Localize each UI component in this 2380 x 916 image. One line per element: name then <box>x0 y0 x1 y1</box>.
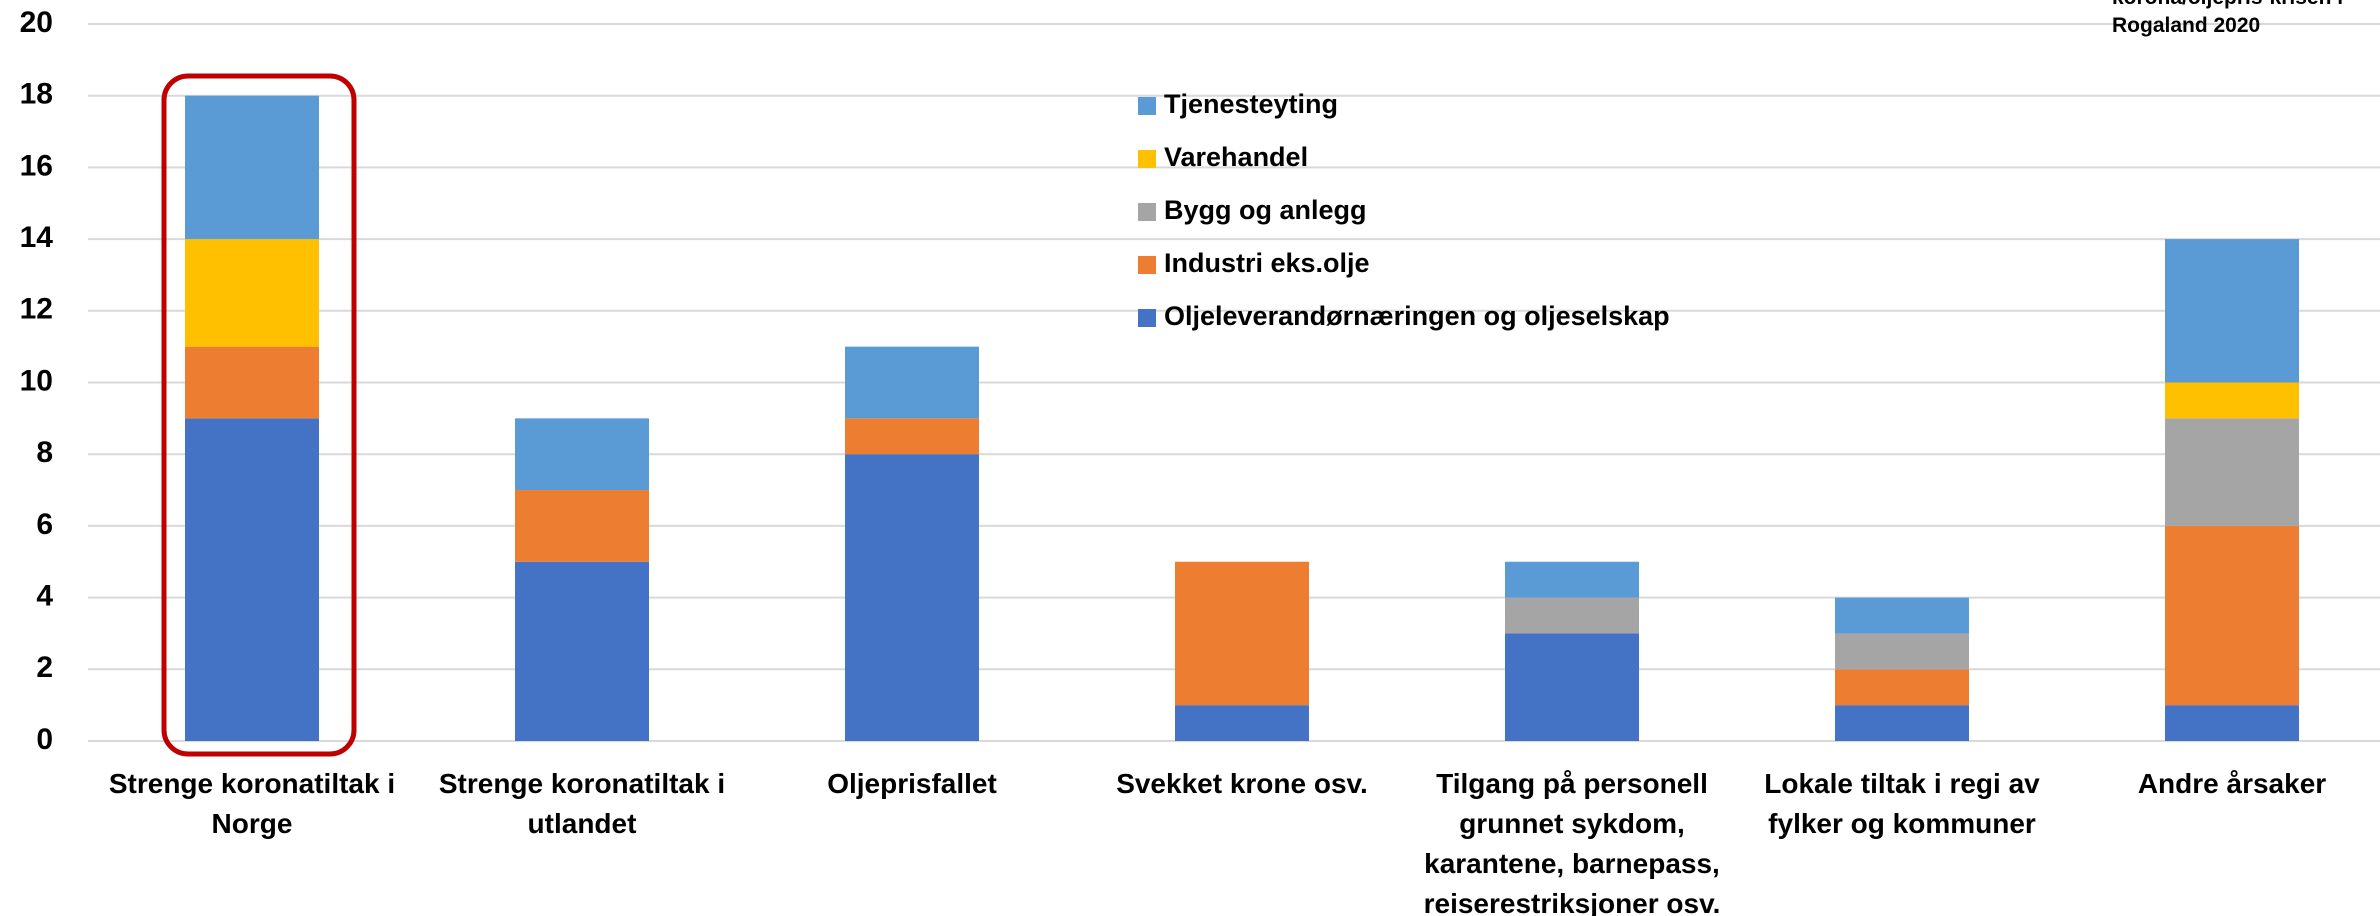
bar-segment <box>2165 705 2299 741</box>
x-tick-label: Oljeprisfallet <box>827 768 997 799</box>
y-tick-label: 2 <box>36 651 53 684</box>
y-tick-label: 6 <box>36 508 53 541</box>
bar-segment <box>515 418 649 491</box>
y-tick-label: 10 <box>20 364 53 397</box>
bar-segment <box>2165 239 2299 383</box>
bar-segment <box>1175 561 1309 706</box>
bar-segment <box>2165 418 2299 526</box>
bar-segment <box>845 418 979 455</box>
y-tick-label: 16 <box>20 149 53 182</box>
y-tick-label: 8 <box>36 436 53 469</box>
legend-swatch <box>1138 256 1156 274</box>
bar-segment <box>1175 705 1309 741</box>
x-tick-label: Lokale tiltak i regi av fylker og kommun… <box>1764 768 2040 839</box>
x-tick-label: Tilgang på personell grunnet sykdom, kar… <box>1423 768 1721 916</box>
bar-segment <box>185 239 319 347</box>
y-tick-label: 0 <box>36 723 53 756</box>
bar-segment <box>1505 597 1639 634</box>
bar-segment <box>1835 633 1969 670</box>
bar-segment <box>515 490 649 562</box>
bar-segment <box>185 418 319 741</box>
bar-segment <box>845 454 979 741</box>
legend-label: Tjenesteyting <box>1164 89 1338 119</box>
y-tick-label: 18 <box>20 78 53 111</box>
bar-segment <box>515 561 649 741</box>
legend-label: Industri eks.olje <box>1164 248 1370 278</box>
x-tick-label: Strenge koronatiltak i utlandet <box>438 768 726 839</box>
legend-label: Varehandel <box>1164 142 1308 172</box>
legend-swatch <box>1138 309 1156 327</box>
x-tick-label: Strenge koronatiltak i Norge <box>108 768 396 839</box>
legend-swatch <box>1138 97 1156 115</box>
bar-segment <box>1835 669 1969 706</box>
bar-segment <box>2165 382 2299 419</box>
bar-segment <box>185 95 319 240</box>
bar-segment <box>845 346 979 419</box>
y-tick-label: 4 <box>36 580 53 613</box>
legend-swatch <box>1138 150 1156 168</box>
bar-segment <box>1835 597 1969 634</box>
annotation: korona/oljepris-krisen i Rogaland 2020 <box>2112 0 2343 37</box>
x-tick-label: Svekket krone osv. <box>1116 768 1368 799</box>
bar-segment <box>185 346 319 419</box>
legend-label: Oljeleverandørnæringen og oljeselskap <box>1164 301 1670 331</box>
bar-segment <box>2165 525 2299 706</box>
y-tick-label: 12 <box>20 293 53 326</box>
y-tick-label: 20 <box>20 6 53 39</box>
y-tick-label: 14 <box>20 221 54 254</box>
highlight-box <box>161 73 357 757</box>
legend-swatch <box>1138 203 1156 221</box>
bar-segment <box>1505 561 1639 598</box>
bar-segment <box>1505 633 1639 741</box>
bar-segment <box>1835 705 1969 741</box>
legend-label: Bygg og anlegg <box>1164 195 1367 225</box>
x-tick-label: Andre årsaker <box>2137 768 2327 799</box>
